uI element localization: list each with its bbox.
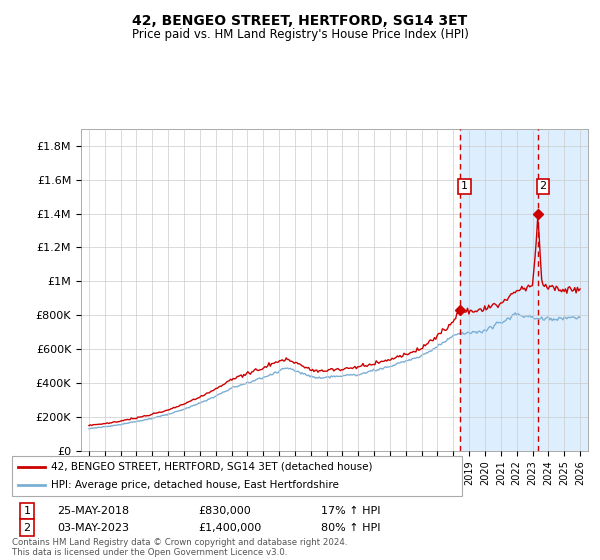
Text: 2: 2 <box>23 522 31 533</box>
Text: 25-MAY-2018: 25-MAY-2018 <box>57 506 129 516</box>
Text: 03-MAY-2023: 03-MAY-2023 <box>57 522 129 533</box>
Text: 80% ↑ HPI: 80% ↑ HPI <box>321 522 380 533</box>
Text: Price paid vs. HM Land Registry's House Price Index (HPI): Price paid vs. HM Land Registry's House … <box>131 28 469 41</box>
Text: 1: 1 <box>23 506 31 516</box>
Text: 42, BENGEO STREET, HERTFORD, SG14 3ET: 42, BENGEO STREET, HERTFORD, SG14 3ET <box>133 14 467 28</box>
Text: £1,400,000: £1,400,000 <box>198 522 261 533</box>
Text: £830,000: £830,000 <box>198 506 251 516</box>
Text: 1: 1 <box>461 181 468 192</box>
Text: HPI: Average price, detached house, East Hertfordshire: HPI: Average price, detached house, East… <box>51 480 339 490</box>
Text: 42, BENGEO STREET, HERTFORD, SG14 3ET (detached house): 42, BENGEO STREET, HERTFORD, SG14 3ET (d… <box>51 462 373 472</box>
Bar <box>538 129 596 451</box>
Text: 2: 2 <box>539 181 547 192</box>
Text: 17% ↑ HPI: 17% ↑ HPI <box>321 506 380 516</box>
Bar <box>460 129 538 451</box>
Text: Contains HM Land Registry data © Crown copyright and database right 2024.
This d: Contains HM Land Registry data © Crown c… <box>12 538 347 557</box>
